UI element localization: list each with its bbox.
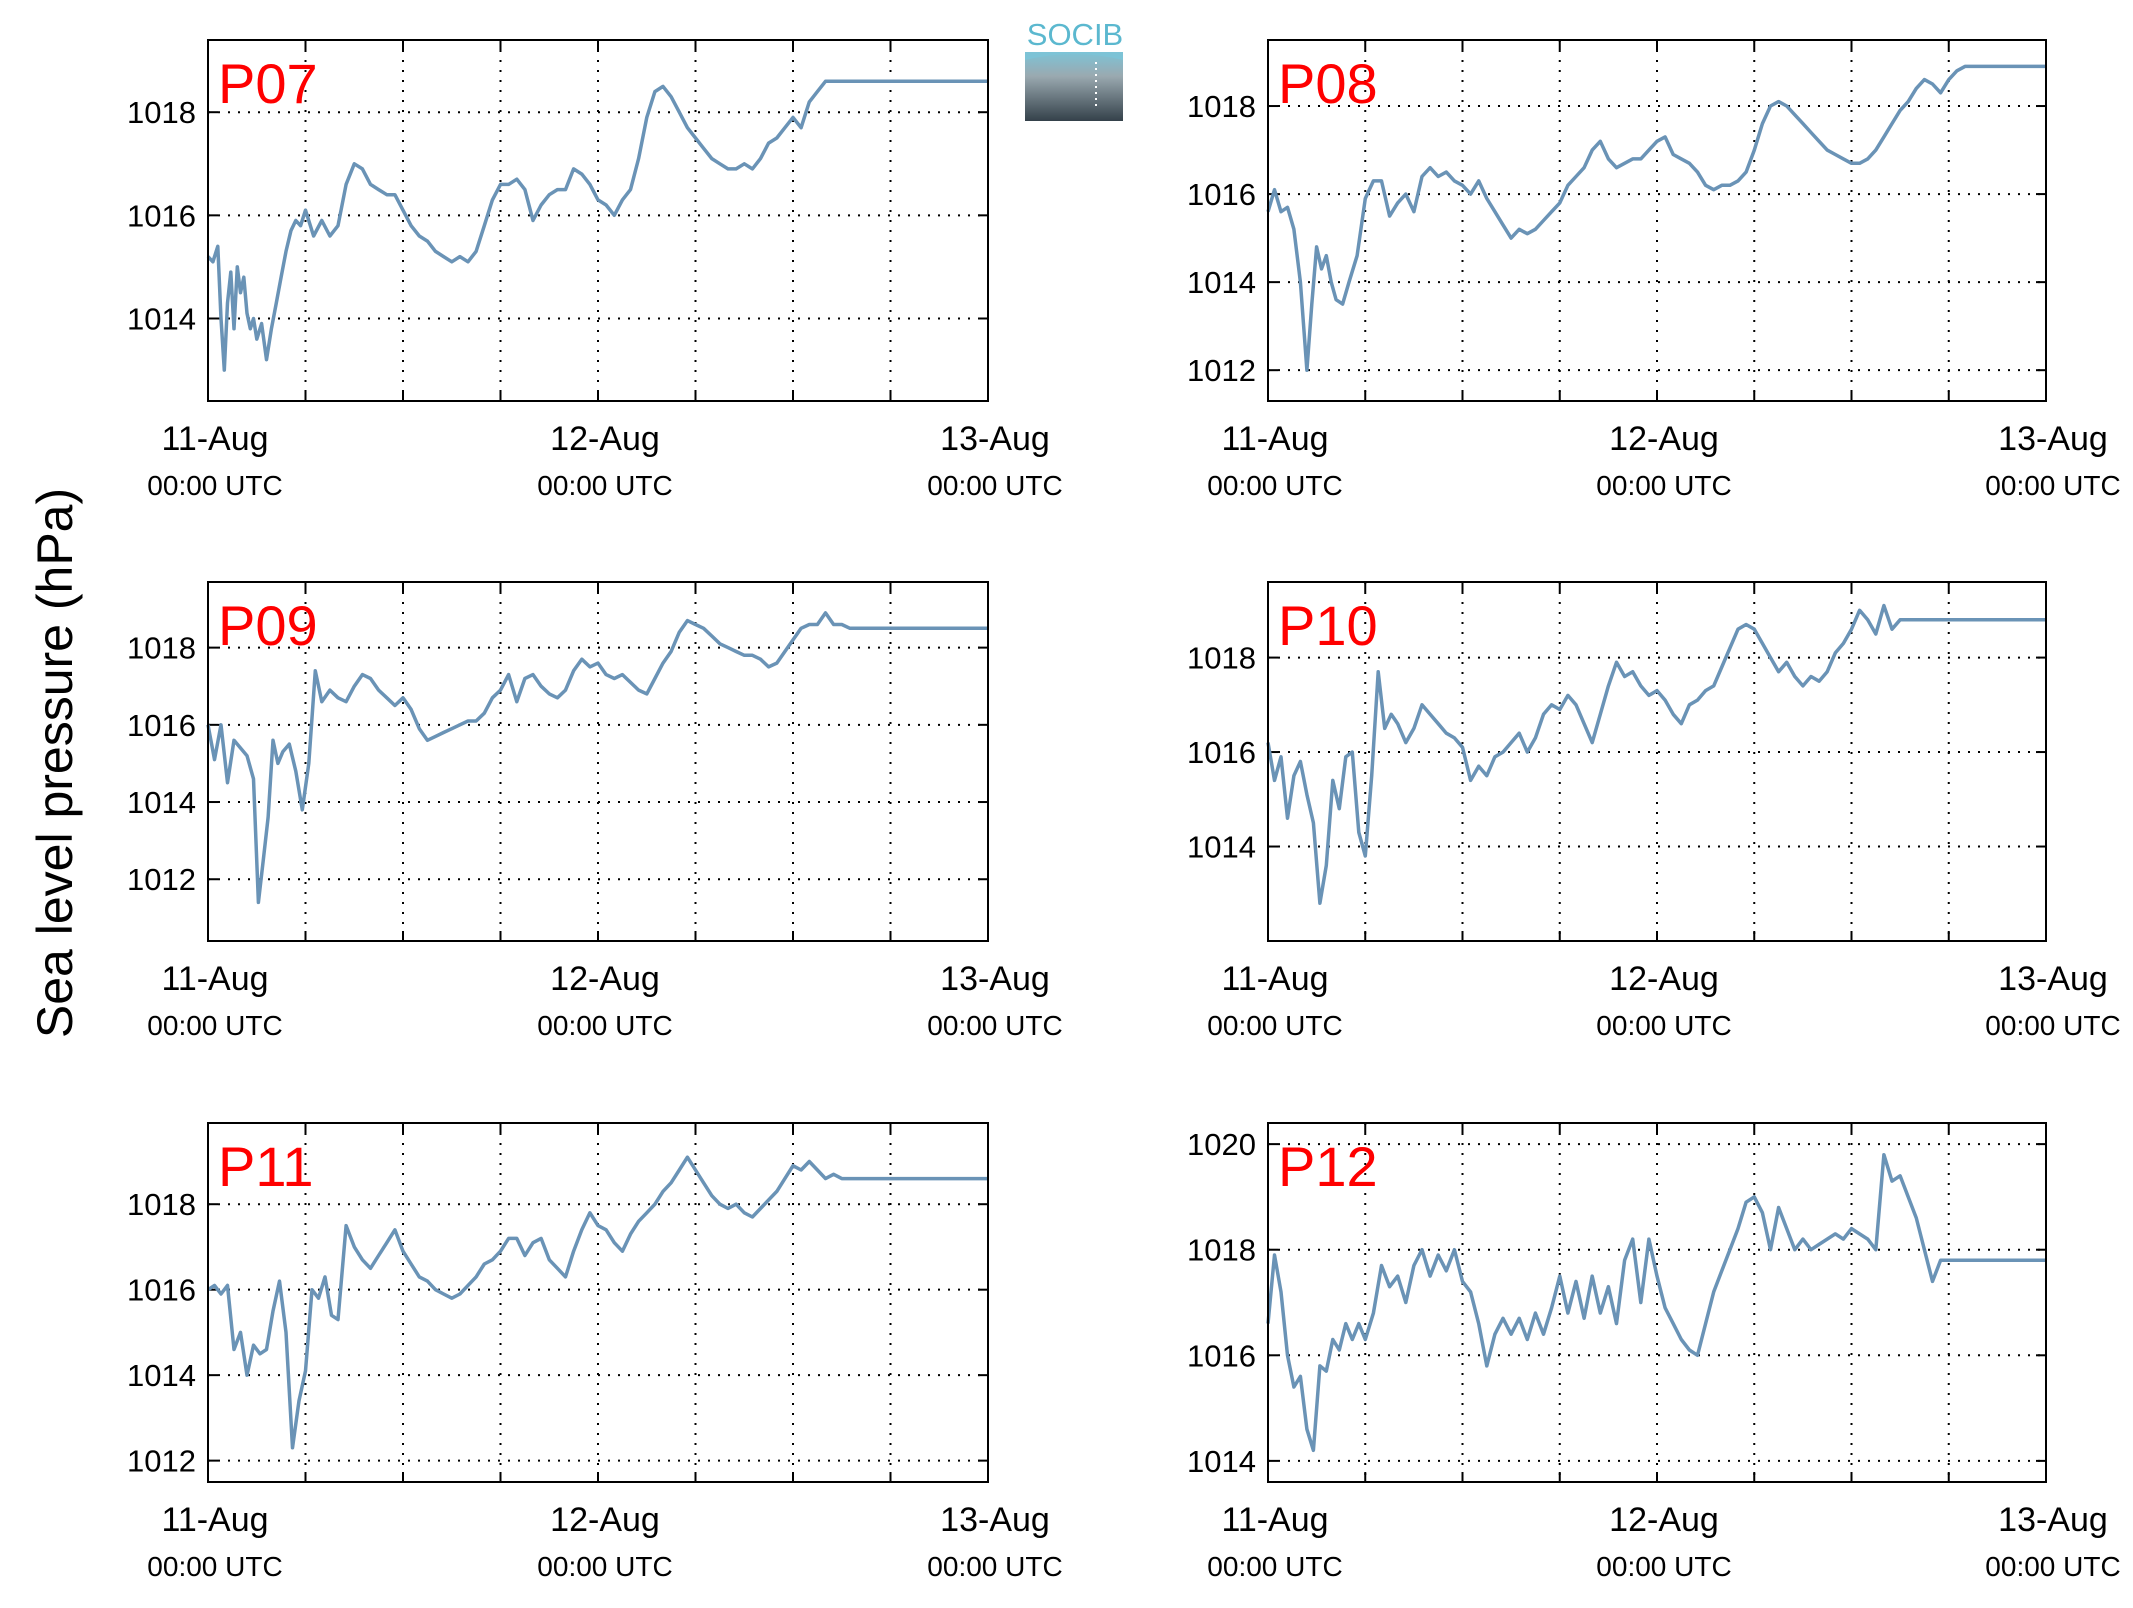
x-tick-label: 12-Aug — [1609, 1501, 1719, 1539]
axes-frame — [1267, 581, 2047, 942]
y-tick-label: 1016 — [1187, 177, 1256, 212]
y-tick-label: 1012 — [127, 1444, 196, 1479]
panel-p07: 1014 1016 1018 11-Aug 00:00 UTC 12-Aug 00:00 U… — [127, 39, 1063, 501]
y-tick-label: 1016 — [127, 708, 196, 743]
y-tick-label: 1014 — [1187, 830, 1256, 865]
x-tick-label: 12-Aug — [1609, 960, 1719, 998]
axes-frame — [207, 1122, 989, 1483]
y-tick-label: 1018 — [127, 631, 196, 666]
panel-title: P09 — [218, 594, 318, 657]
x-tick-label: 13-Aug — [940, 960, 1050, 998]
y-axis-label: Sea level pressure (hPa) — [27, 488, 83, 1038]
y-tick-label: 1014 — [127, 1358, 196, 1393]
y-tick-label: 1014 — [127, 785, 196, 820]
y-tick-label: 1016 — [1187, 1338, 1256, 1373]
x-tick-sublabel: 00:00 UTC — [927, 1010, 1062, 1041]
y-tick-label: 1018 — [1187, 89, 1256, 124]
x-tick-label: 12-Aug — [550, 960, 660, 998]
y-tick-label: 1014 — [1187, 1444, 1256, 1479]
x-tick-sublabel: 00:00 UTC — [1207, 470, 1342, 501]
x-tick-label: 11-Aug — [161, 960, 268, 998]
y-tick-label: 1018 — [127, 1187, 196, 1222]
panel-title: P12 — [1278, 1135, 1378, 1198]
panel-p11: 1012 1014 1016 1018 11-Aug 00:00 UTC 12-Aug 00:… — [127, 1122, 1063, 1582]
y-tick-label: 1014 — [1187, 265, 1256, 300]
y-tick-label: 1016 — [127, 198, 196, 233]
x-tick-label: 12-Aug — [550, 1501, 660, 1539]
x-tick-sublabel: 00:00 UTC — [1596, 470, 1731, 501]
x-tick-sublabel: 00:00 UTC — [1596, 1010, 1731, 1041]
x-tick-sublabel: 00:00 UTC — [1596, 1551, 1731, 1582]
pressure-line — [207, 1155, 988, 1450]
x-tick-sublabel: 00:00 UTC — [147, 470, 282, 501]
x-tick-sublabel: 00:00 UTC — [537, 470, 672, 501]
x-tick-label: 11-Aug — [1221, 960, 1328, 998]
panel-p12: 1014 1016 1018 1020 11-Aug 00:00 UTC 12-Aug 00:… — [1187, 1122, 2121, 1582]
axes-frame — [1267, 39, 2047, 402]
x-tick-label: 11-Aug — [1221, 420, 1328, 458]
x-tick-label: 11-Aug — [1221, 1501, 1328, 1539]
y-tick-label: 1012 — [127, 862, 196, 897]
axes-frame — [207, 581, 989, 942]
x-tick-sublabel: 00:00 UTC — [1207, 1551, 1342, 1582]
pressure-line — [1266, 1152, 2046, 1453]
x-tick-label: 13-Aug — [1998, 1501, 2108, 1539]
socib-logo-text: SOCIB — [1027, 17, 1123, 52]
x-tick-sublabel: 00:00 UTC — [147, 1010, 282, 1041]
x-tick-label: 11-Aug — [161, 420, 268, 458]
panel-p09: 1012 1014 1016 1018 11-Aug 00:00 UTC 12-Aug 00:… — [127, 581, 1063, 1041]
x-tick-label: 13-Aug — [1998, 420, 2108, 458]
x-tick-sublabel: 00:00 UTC — [1985, 1010, 2120, 1041]
panel-p10: 1014 1016 1018 11-Aug 00:00 UTC 12-Aug 00:00 U… — [1187, 581, 2121, 1041]
y-tick-label: 1016 — [1187, 735, 1256, 770]
pressure-line — [1266, 64, 2046, 372]
x-tick-label: 11-Aug — [161, 1501, 268, 1539]
axes-frame — [1267, 1122, 2047, 1483]
x-tick-label: 13-Aug — [940, 1501, 1050, 1539]
pressure-line — [1266, 603, 2046, 905]
x-tick-sublabel: 00:00 UTC — [537, 1010, 672, 1041]
panel-title: P07 — [218, 52, 318, 115]
x-tick-label: 13-Aug — [940, 420, 1050, 458]
panel-p08: 1012 1014 1016 1018 11-Aug 00:00 UTC 12-Aug 00:… — [1187, 39, 2121, 501]
x-tick-sublabel: 00:00 UTC — [147, 1551, 282, 1582]
x-tick-sublabel: 00:00 UTC — [1985, 1551, 2120, 1582]
pressure-line — [206, 611, 988, 905]
socib-logo: SOCIB — [1025, 17, 1123, 121]
x-tick-label: 13-Aug — [1998, 960, 2108, 998]
x-tick-sublabel: 00:00 UTC — [927, 1551, 1062, 1582]
y-tick-label: 1018 — [1187, 641, 1256, 676]
axes-frame — [207, 39, 989, 402]
y-tick-label: 1018 — [127, 95, 196, 130]
x-tick-label: 12-Aug — [1609, 420, 1719, 458]
pressure-line — [206, 79, 988, 372]
x-tick-sublabel: 00:00 UTC — [927, 470, 1062, 501]
panel-title: P11 — [218, 1135, 313, 1198]
x-tick-sublabel: 00:00 UTC — [1985, 470, 2120, 501]
x-tick-label: 12-Aug — [550, 420, 660, 458]
panel-title: P10 — [1278, 594, 1378, 657]
y-tick-label: 1012 — [1187, 353, 1256, 388]
x-tick-sublabel: 00:00 UTC — [537, 1551, 672, 1582]
y-tick-label: 1020 — [1187, 1127, 1256, 1162]
y-tick-label: 1018 — [1187, 1233, 1256, 1268]
x-tick-sublabel: 00:00 UTC — [1207, 1010, 1342, 1041]
y-tick-label: 1016 — [127, 1273, 196, 1308]
y-tick-label: 1014 — [127, 301, 196, 336]
panel-title: P08 — [1278, 52, 1378, 115]
